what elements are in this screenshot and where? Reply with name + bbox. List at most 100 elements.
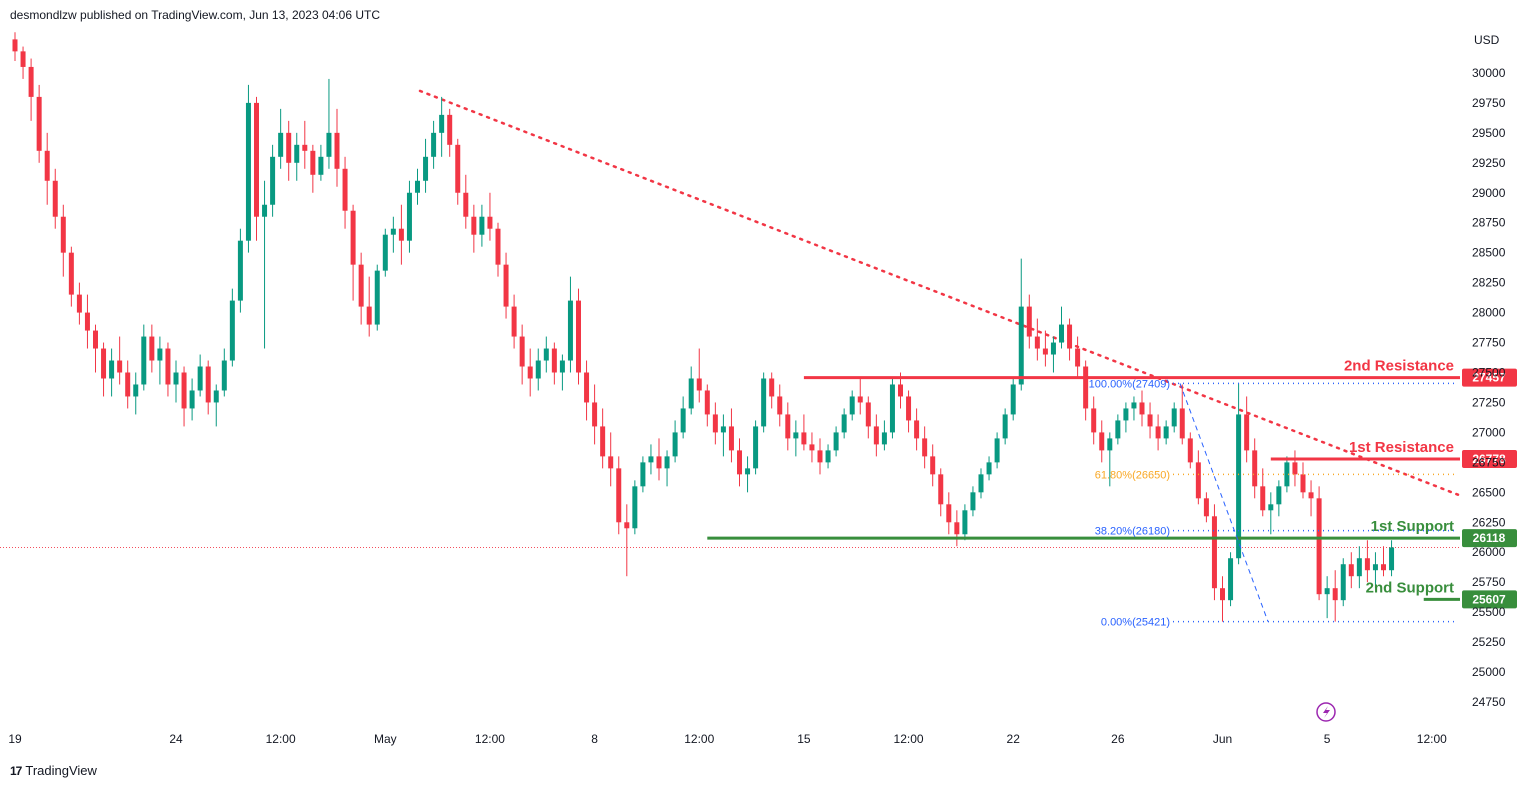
candle-body[interactable] (431, 132, 437, 157)
candle-body[interactable] (149, 336, 155, 361)
candle-body[interactable] (1107, 438, 1113, 451)
candle-body[interactable] (1316, 498, 1322, 595)
candle-body[interactable] (366, 306, 372, 325)
candle-body[interactable] (922, 438, 928, 457)
candle-body[interactable] (262, 204, 268, 217)
candle-body[interactable] (189, 390, 195, 409)
candle-body[interactable] (1131, 402, 1137, 409)
candle-body[interactable] (543, 348, 549, 361)
candle-body[interactable] (849, 396, 855, 415)
candle-body[interactable] (841, 414, 847, 433)
candle-body[interactable] (20, 51, 26, 67)
candle-body[interactable] (584, 372, 590, 403)
candle-body[interactable] (1050, 342, 1056, 355)
price-chart[interactable]: 2nd Resistance 27457 1st Resistance 26778 1s… (0, 0, 1524, 760)
candle-body[interactable] (229, 300, 235, 361)
candle-body[interactable] (761, 378, 767, 427)
candle-body[interactable] (1332, 588, 1338, 601)
candle-body[interactable] (487, 216, 493, 229)
candle-body[interactable] (1115, 420, 1121, 439)
candle-body[interactable] (1018, 306, 1024, 385)
candle-body[interactable] (495, 228, 501, 265)
candle-body[interactable] (1276, 486, 1282, 505)
candle-body[interactable] (1300, 474, 1306, 493)
candle-body[interactable] (1268, 504, 1274, 511)
candle-body[interactable] (101, 348, 107, 379)
candle-body[interactable] (946, 504, 952, 523)
candle-body[interactable] (350, 210, 356, 265)
candle-body[interactable] (28, 66, 34, 97)
candle-body[interactable] (1292, 462, 1298, 475)
candle-body[interactable] (551, 348, 557, 373)
candle-body[interactable] (36, 96, 42, 151)
candle-body[interactable] (1083, 366, 1089, 409)
candle-body[interactable] (1372, 564, 1378, 571)
candle-body[interactable] (310, 150, 316, 175)
candle-body[interactable] (1179, 408, 1185, 439)
candle-body[interactable] (133, 384, 139, 397)
candle-body[interactable] (93, 330, 98, 349)
candle-body[interactable] (1203, 498, 1209, 517)
candle-body[interactable] (1155, 426, 1161, 439)
candle-body[interactable] (970, 492, 976, 511)
candle-body[interactable] (1220, 588, 1225, 601)
candle-body[interactable] (817, 450, 823, 463)
candle-body[interactable] (326, 132, 332, 157)
candle-body[interactable] (873, 426, 879, 445)
candle-body[interactable] (254, 102, 259, 217)
candle-body[interactable] (406, 192, 412, 241)
candle-body[interactable] (1075, 348, 1081, 367)
candle-body[interactable] (1171, 408, 1177, 427)
candle-body[interactable] (1059, 324, 1064, 343)
candle-body[interactable] (1340, 564, 1346, 601)
candle-body[interactable] (60, 216, 66, 253)
candle-body[interactable] (181, 372, 187, 409)
candle-body[interactable] (1356, 558, 1362, 577)
candle-body[interactable] (1042, 348, 1048, 355)
candle-body[interactable] (278, 132, 284, 157)
candle-body[interactable] (471, 216, 477, 235)
candle-body[interactable] (1195, 462, 1201, 499)
candle-body[interactable] (777, 396, 783, 415)
candle-body[interactable] (809, 444, 815, 451)
candle-body[interactable] (52, 180, 58, 217)
candle-body[interactable] (978, 474, 984, 493)
candle-body[interactable] (245, 102, 251, 241)
candle-body[interactable] (994, 438, 1000, 463)
candle-body[interactable] (624, 522, 630, 529)
candle-body[interactable] (600, 426, 606, 457)
candle-body[interactable] (76, 294, 82, 313)
candle-body[interactable] (511, 306, 517, 337)
candle-body[interactable] (1187, 438, 1193, 463)
candle-body[interactable] (696, 378, 702, 391)
candle-body[interactable] (12, 39, 18, 52)
candle-body[interactable] (1211, 516, 1217, 589)
candle-body[interactable] (157, 348, 163, 361)
candle-body[interactable] (237, 240, 243, 301)
candle-body[interactable] (1284, 462, 1290, 487)
candle-body[interactable] (889, 384, 895, 433)
candle-body[interactable] (1348, 564, 1354, 577)
candle-body[interactable] (559, 360, 565, 373)
candle-body[interactable] (1228, 558, 1234, 601)
candle-body[interactable] (865, 402, 871, 427)
candle-body[interactable] (785, 414, 791, 439)
candle-body[interactable] (68, 252, 74, 295)
candle-body[interactable] (398, 228, 404, 241)
candle-body[interactable] (930, 456, 936, 475)
candle-body[interactable] (519, 336, 525, 367)
candle-body[interactable] (197, 366, 203, 391)
candle-body[interactable] (1324, 588, 1330, 595)
candle-body[interactable] (938, 474, 944, 505)
candle-body[interactable] (205, 366, 211, 403)
candle-body[interactable] (664, 456, 670, 469)
candle-body[interactable] (302, 144, 308, 151)
candle-body[interactable] (1364, 558, 1370, 571)
candle-body[interactable] (962, 510, 968, 535)
candle-body[interactable] (1139, 402, 1145, 415)
candle-body[interactable] (793, 432, 799, 439)
candle-body[interactable] (769, 378, 775, 397)
candle-body[interactable] (117, 360, 123, 373)
candle-body[interactable] (463, 192, 469, 217)
candle-body[interactable] (640, 462, 646, 487)
